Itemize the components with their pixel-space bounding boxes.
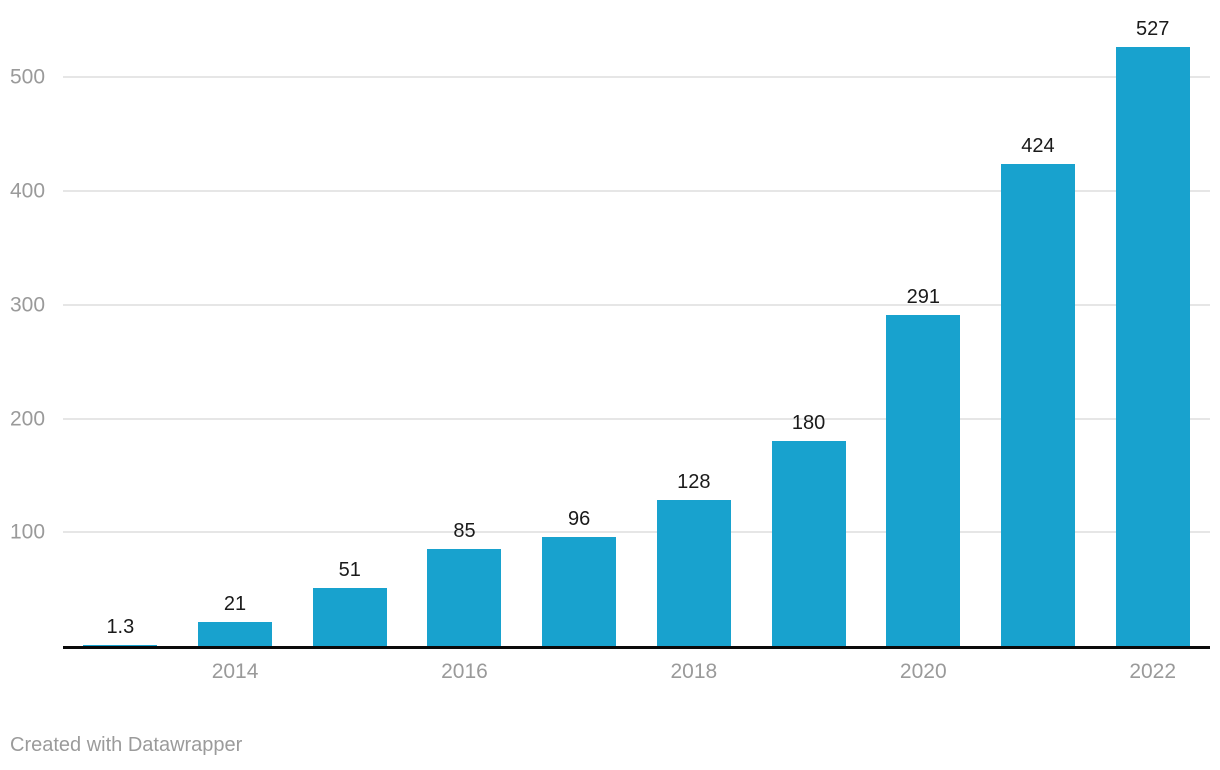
bar-slot: 1.3 [63, 0, 178, 646]
plot-area: 100 200 300 400 500 1.3 21 51 85 96 128 180 291 424 5… [10, 0, 1210, 649]
x-axis-tick-label: 2016 [441, 660, 488, 683]
x-axis-tick-label: 2022 [1129, 660, 1177, 683]
bar-value-label: 1.3 [106, 615, 135, 638]
bar-slot: 180 [751, 0, 866, 646]
x-axis-tick-label: 2020 [899, 660, 947, 683]
x-axis-tick-label: 2018 [670, 660, 718, 683]
bar-slot: 96 [522, 0, 637, 646]
bar-slot: 85 [407, 0, 522, 646]
bar-value-label: 527 [1135, 17, 1170, 40]
bar-value-label: 424 [1021, 134, 1055, 157]
bars-layer: 1.3 21 51 85 96 128 180 291 424 527 [63, 0, 1210, 646]
x-axis-tick-label [981, 659, 1096, 684]
bar-slot: 527 [1095, 0, 1210, 646]
bar-slot: 51 [292, 0, 407, 646]
bar-value-label: 85 [453, 520, 476, 543]
bar [1115, 46, 1190, 646]
bar-value-label: 21 [223, 593, 247, 616]
gridline: 400 [10, 181, 1210, 202]
y-axis-tick-label: 200 [10, 407, 46, 430]
gridline: 500 [10, 67, 1210, 88]
bar [312, 588, 387, 646]
gridline: 300 [10, 294, 1210, 315]
x-axis: 2014 2016 2018 2020 2022 [63, 659, 1210, 684]
bar [771, 441, 846, 646]
bar [886, 315, 961, 646]
bar [1000, 163, 1075, 646]
bar [656, 500, 731, 646]
x-axis-tick-label [522, 659, 637, 684]
y-axis-tick-label: 400 [10, 179, 46, 203]
bar [198, 622, 273, 646]
x-axis-tick-label: 2014 [211, 660, 259, 683]
x-axis-tick-label [292, 659, 407, 684]
gridline: 100 [10, 522, 1210, 543]
bar-value-label: 128 [677, 471, 711, 494]
datawrapper-credit[interactable]: Created with Datawrapper [10, 734, 243, 756]
x-axis-tick-label [751, 659, 866, 684]
bar-value-label: 96 [568, 507, 591, 530]
y-axis-tick-label: 300 [10, 293, 46, 317]
bar-slot: 424 [981, 0, 1096, 646]
bar-slot: 291 [866, 0, 981, 646]
bar-value-label: 51 [338, 559, 361, 581]
bar-value-label: 291 [906, 286, 940, 308]
bar [427, 549, 502, 646]
bar [83, 644, 158, 646]
x-axis-tick-label [63, 659, 178, 684]
bar [542, 536, 617, 646]
bar-slot: 21 [178, 0, 293, 646]
y-axis-tick-label: 100 [10, 520, 46, 544]
bar-value-label: 180 [791, 412, 826, 435]
bar-slot: 128 [637, 0, 752, 646]
y-axis-tick-label: 500 [10, 65, 46, 89]
gridline: 200 [10, 408, 1210, 429]
